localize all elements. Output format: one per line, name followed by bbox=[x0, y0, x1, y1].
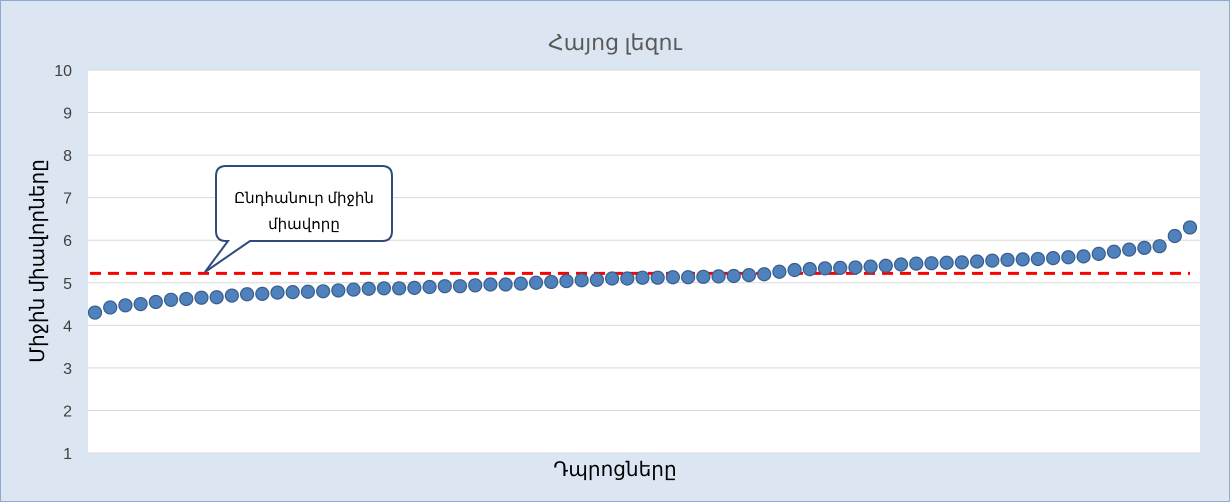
data-point bbox=[924, 256, 939, 271]
data-point bbox=[468, 278, 483, 293]
data-point bbox=[1061, 250, 1076, 265]
y-tick-label: 3 bbox=[63, 361, 72, 378]
data-point bbox=[331, 283, 346, 298]
y-tick-label: 1 bbox=[63, 446, 72, 463]
data-points bbox=[87, 220, 1198, 320]
data-point bbox=[802, 262, 817, 277]
callout-line-2: միավորը bbox=[268, 217, 340, 233]
data-point bbox=[772, 264, 787, 279]
data-point bbox=[954, 255, 969, 270]
data-point bbox=[604, 271, 620, 286]
callout-line-1: Ընդհանուր միջին bbox=[234, 191, 374, 207]
data-point bbox=[1137, 240, 1152, 255]
data-point bbox=[1167, 228, 1182, 244]
data-point bbox=[893, 257, 909, 272]
data-point bbox=[817, 261, 833, 276]
data-point bbox=[726, 268, 741, 284]
y-tick-label: 4 bbox=[63, 318, 72, 335]
data-point bbox=[437, 279, 452, 294]
callout-bubble bbox=[204, 165, 393, 273]
data-point bbox=[1000, 252, 1015, 267]
data-point bbox=[878, 258, 893, 273]
data-point bbox=[635, 270, 650, 285]
data-point bbox=[1122, 242, 1137, 257]
data-point bbox=[528, 275, 544, 290]
y-tick-label: 8 bbox=[63, 148, 72, 165]
data-point bbox=[559, 273, 574, 289]
data-point bbox=[118, 298, 133, 313]
data-point bbox=[179, 291, 194, 307]
y-axis-label: Միջին միավորները bbox=[27, 159, 49, 363]
data-point bbox=[270, 285, 285, 300]
data-point bbox=[407, 280, 422, 295]
y-tick-labels: 1 2 3 4 5 6 7 8 9 10 bbox=[54, 63, 72, 463]
data-point bbox=[1152, 239, 1167, 254]
data-point bbox=[483, 277, 498, 292]
data-point bbox=[316, 284, 331, 299]
data-point bbox=[194, 290, 209, 305]
data-point bbox=[589, 272, 604, 287]
y-tick-label: 7 bbox=[63, 191, 72, 208]
data-point bbox=[346, 282, 361, 297]
data-point bbox=[87, 305, 103, 320]
data-point bbox=[574, 273, 589, 288]
data-point bbox=[665, 270, 681, 285]
data-point bbox=[133, 296, 148, 312]
data-point bbox=[392, 281, 407, 296]
data-point bbox=[909, 256, 924, 271]
data-point bbox=[1091, 246, 1106, 261]
data-point bbox=[422, 279, 437, 295]
data-point bbox=[650, 270, 665, 285]
x-axis-label: Դպրոցները bbox=[553, 459, 676, 481]
data-point bbox=[452, 279, 468, 294]
data-point bbox=[696, 269, 711, 284]
data-point bbox=[1182, 220, 1198, 235]
data-point bbox=[1030, 251, 1046, 267]
y-tick-label: 9 bbox=[63, 106, 72, 123]
data-point bbox=[224, 288, 239, 303]
data-point bbox=[513, 276, 528, 291]
plot-area bbox=[88, 70, 1200, 453]
data-point bbox=[148, 294, 163, 310]
data-point bbox=[1015, 252, 1030, 267]
data-point bbox=[1076, 249, 1091, 264]
data-point bbox=[787, 262, 802, 278]
data-point bbox=[239, 287, 255, 302]
data-point bbox=[833, 260, 848, 275]
data-point bbox=[300, 284, 316, 299]
y-tick-label: 6 bbox=[63, 233, 72, 250]
data-point bbox=[848, 260, 863, 275]
data-point bbox=[498, 277, 513, 292]
data-point bbox=[1106, 244, 1122, 259]
data-point bbox=[255, 286, 270, 301]
data-point bbox=[711, 269, 726, 284]
callout: Ընդհանուր միջին միավորը bbox=[204, 165, 393, 273]
data-point bbox=[1046, 250, 1061, 266]
data-point bbox=[620, 271, 635, 286]
data-point bbox=[863, 259, 878, 274]
chart-title: Հայոց լեզու bbox=[548, 30, 682, 55]
data-point bbox=[939, 255, 954, 270]
data-point bbox=[969, 254, 985, 269]
data-point bbox=[103, 300, 118, 315]
data-point bbox=[285, 285, 300, 300]
data-point bbox=[757, 267, 772, 282]
y-tick-label: 2 bbox=[63, 403, 72, 420]
data-point bbox=[163, 292, 179, 307]
data-point bbox=[985, 253, 1000, 268]
y-tick-label: 10 bbox=[54, 63, 72, 80]
data-point bbox=[741, 268, 757, 283]
y-tick-label: 5 bbox=[63, 276, 72, 293]
data-point bbox=[681, 270, 696, 285]
data-point bbox=[376, 281, 392, 296]
data-point bbox=[209, 290, 224, 305]
data-point bbox=[544, 274, 559, 290]
data-point bbox=[361, 281, 376, 296]
